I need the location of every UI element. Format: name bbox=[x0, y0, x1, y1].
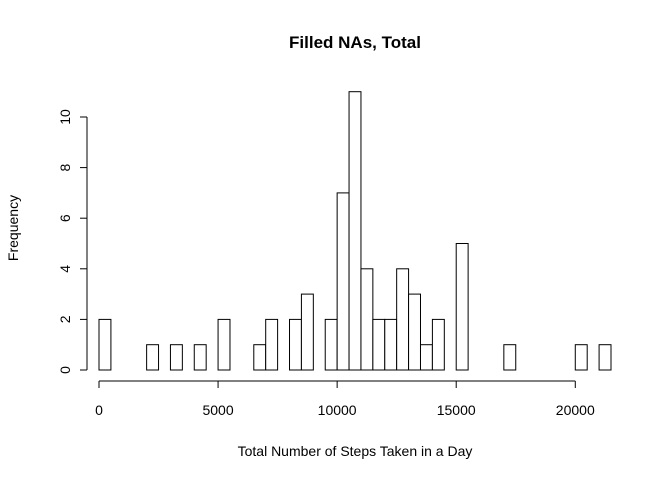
histogram-bar bbox=[98, 318, 112, 371]
histogram-bar bbox=[360, 268, 374, 371]
x-tick-label: 10000 bbox=[318, 402, 357, 418]
x-tick-label: 0 bbox=[95, 402, 103, 418]
histogram-bar bbox=[146, 344, 160, 371]
histogram-bar bbox=[372, 318, 386, 371]
histogram-bar bbox=[253, 344, 267, 371]
y-tick-label: 2 bbox=[57, 315, 73, 323]
x-axis-label: Total Number of Steps Taken in a Day bbox=[238, 443, 473, 459]
histogram-bar bbox=[169, 344, 183, 371]
histogram-bar bbox=[336, 192, 350, 371]
histogram-bar bbox=[503, 344, 517, 371]
histogram-bar bbox=[408, 293, 421, 371]
histogram-bar bbox=[419, 344, 433, 371]
x-tick-label: 15000 bbox=[437, 402, 476, 418]
y-tick-label: 0 bbox=[57, 366, 73, 374]
histogram-bar bbox=[348, 91, 362, 371]
x-tick-label: 5000 bbox=[202, 402, 233, 418]
x-tick-label: 20000 bbox=[556, 402, 595, 418]
histogram-bar bbox=[324, 318, 338, 371]
histogram-bar bbox=[217, 318, 231, 371]
y-tick-label: 10 bbox=[57, 109, 73, 125]
y-axis-label: Frequency bbox=[5, 195, 21, 261]
histogram-bar bbox=[289, 318, 302, 371]
histogram-bar bbox=[455, 243, 469, 371]
histogram-bar bbox=[574, 344, 588, 371]
x-axis: 0 5000 10000 15000 20000 bbox=[95, 380, 595, 418]
bars-group bbox=[98, 91, 612, 371]
y-tick-label: 8 bbox=[57, 163, 73, 171]
histogram-bar bbox=[265, 318, 279, 371]
histogram-bar bbox=[598, 344, 612, 371]
histogram-bar bbox=[300, 293, 314, 371]
histogram-bar bbox=[193, 344, 207, 371]
histogram-bar bbox=[384, 318, 398, 371]
y-axis: 0 2 4 6 8 10 bbox=[57, 109, 88, 374]
chart-title: Filled NAs, Total bbox=[289, 33, 421, 52]
y-tick-label: 4 bbox=[57, 265, 73, 273]
histogram-bar bbox=[431, 318, 445, 371]
histogram-bar bbox=[396, 268, 410, 371]
y-tick-label: 6 bbox=[57, 214, 73, 222]
